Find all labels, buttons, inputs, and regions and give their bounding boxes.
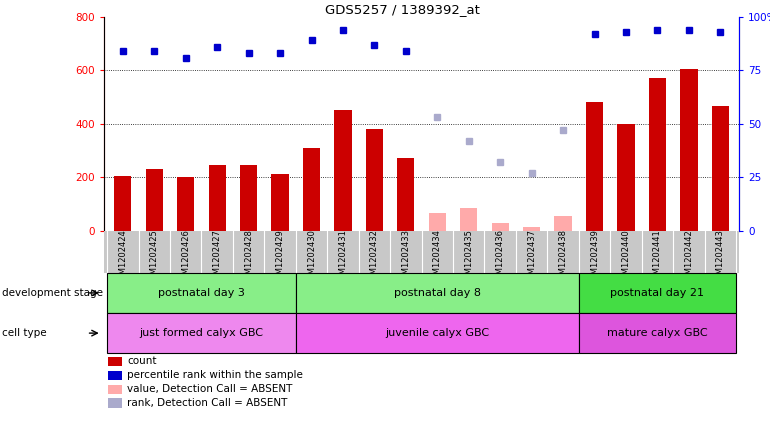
Bar <box>523 227 541 231</box>
Bar <box>397 159 414 231</box>
Text: mature calyx GBC: mature calyx GBC <box>607 328 708 338</box>
Bar <box>618 124 634 231</box>
Bar <box>209 165 226 231</box>
Bar <box>554 216 572 231</box>
FancyBboxPatch shape <box>107 273 296 313</box>
Text: postnatal day 3: postnatal day 3 <box>158 288 245 298</box>
Bar <box>146 169 163 231</box>
FancyBboxPatch shape <box>296 313 579 353</box>
Bar <box>711 106 729 231</box>
Text: juvenile calyx GBC: juvenile calyx GBC <box>385 328 490 338</box>
Bar <box>334 110 352 231</box>
Bar <box>680 69 698 231</box>
Text: postnatal day 8: postnatal day 8 <box>393 288 480 298</box>
Bar <box>240 165 257 231</box>
Text: count: count <box>127 356 156 366</box>
FancyBboxPatch shape <box>579 273 736 313</box>
Text: postnatal day 21: postnatal day 21 <box>611 288 705 298</box>
Bar <box>460 208 477 231</box>
Text: value, Detection Call = ABSENT: value, Detection Call = ABSENT <box>127 384 293 394</box>
Bar <box>114 176 132 231</box>
Bar <box>429 213 446 231</box>
FancyBboxPatch shape <box>296 273 579 313</box>
Text: development stage: development stage <box>2 288 102 298</box>
Text: rank, Detection Call = ABSENT: rank, Detection Call = ABSENT <box>127 398 287 408</box>
FancyBboxPatch shape <box>107 313 296 353</box>
Bar <box>586 102 603 231</box>
Bar <box>177 177 194 231</box>
FancyBboxPatch shape <box>579 313 736 353</box>
Text: cell type: cell type <box>2 328 46 338</box>
Bar <box>271 174 289 231</box>
Title: GDS5257 / 1389392_at: GDS5257 / 1389392_at <box>325 3 480 16</box>
Bar <box>303 148 320 231</box>
Bar <box>366 129 383 231</box>
Text: just formed calyx GBC: just formed calyx GBC <box>139 328 263 338</box>
Text: percentile rank within the sample: percentile rank within the sample <box>127 370 303 380</box>
Bar <box>491 222 509 231</box>
Bar <box>649 78 666 231</box>
